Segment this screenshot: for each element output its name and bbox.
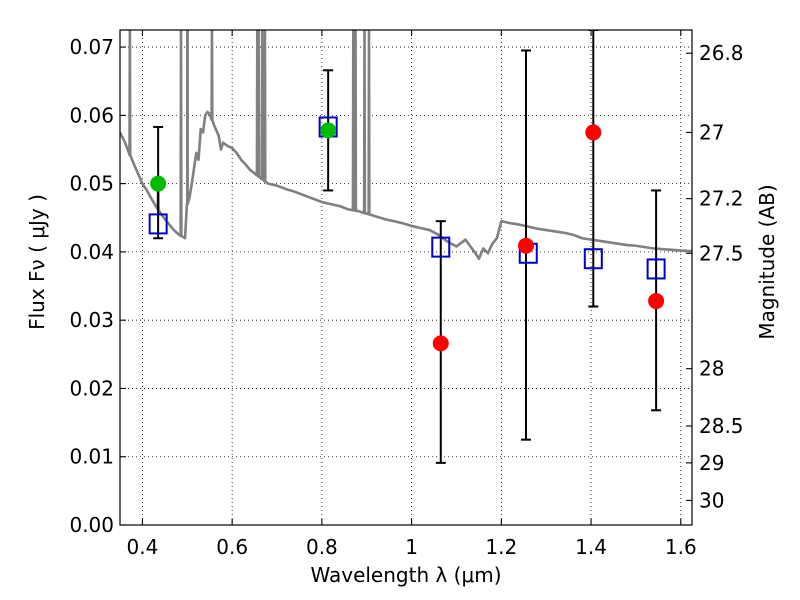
x-tick-label: 1.6: [665, 535, 697, 559]
y-tick-label: 0.06: [69, 103, 114, 127]
y-tick-label: 0.07: [69, 35, 114, 59]
x-tick-label: 0.6: [216, 535, 248, 559]
x-tick-label: 0.8: [306, 535, 338, 559]
y-tick-label: 0.05: [69, 172, 114, 196]
axis-ticks: [120, 30, 692, 526]
x-tick-label: 1.2: [485, 535, 517, 559]
y2-tick-label: 27.2: [699, 187, 744, 211]
y2-tick-label: 29: [699, 451, 724, 475]
y-tick-label: 0.04: [69, 240, 114, 264]
y2-tick-label: 26.8: [699, 41, 744, 65]
x-tick-label: 1.4: [575, 535, 607, 559]
y-tick-label: 0.02: [69, 376, 114, 400]
model-photometry-point: [148, 213, 168, 235]
y-axis-label: Flux Fν ( μJy ): [25, 194, 49, 330]
y2-tick-label: 27.5: [699, 241, 744, 265]
observed-flux-point: [585, 124, 602, 141]
model-spectrum: [120, 30, 692, 261]
model-photometry-point: [431, 236, 451, 258]
y-tick-label: 0.01: [69, 445, 114, 469]
observed-flux-point: [648, 293, 665, 310]
observed-flux-point: [518, 237, 535, 254]
optical-flux-point: [320, 122, 337, 139]
data-points: [148, 116, 666, 352]
y-tick-label: 0.03: [69, 308, 114, 332]
x-axis-label: Wavelength λ (μm): [310, 563, 501, 587]
model-photometry-point: [646, 258, 666, 280]
y2-tick-label: 27: [699, 120, 724, 144]
y2-axis-label: Magnitude (AB): [755, 184, 779, 339]
observed-flux-point: [432, 335, 449, 352]
y2-tick-label: 28.5: [699, 414, 744, 438]
optical-flux-point: [150, 175, 167, 192]
tick-labels: 0.4 0.6 0.8 1 1.2 1.4 1.6 0.00 0.01 0.02 0.03 0.04 0…: [69, 35, 743, 559]
y2-tick-label: 30: [699, 488, 724, 512]
plot-frame: [119, 29, 693, 526]
x-tick-label: 0.4: [127, 535, 159, 559]
y-tick-label: 0.00: [69, 513, 114, 537]
model-photometry-point: [583, 248, 603, 270]
y2-tick-label: 28: [699, 357, 724, 381]
spectrum-line: [120, 30, 692, 261]
x-tick-label: 1: [405, 535, 418, 559]
